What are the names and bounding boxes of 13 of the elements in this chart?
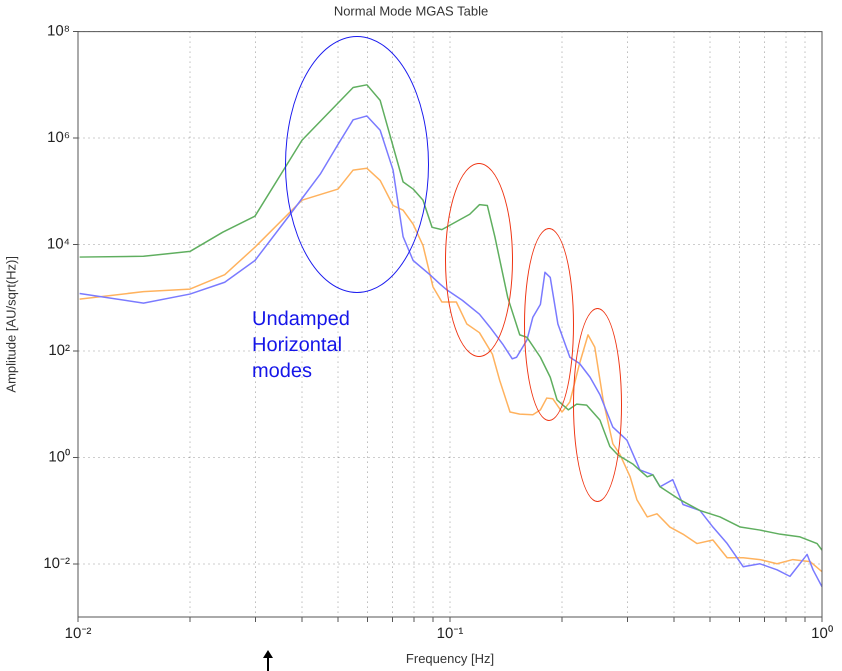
y-tick-label: 10⁶ <box>47 129 70 146</box>
x-axis-title: Frequency [Hz] <box>406 650 494 666</box>
chart-title: Normal Mode MGAS Table <box>334 3 488 18</box>
x-tick-label: 10⁻¹ <box>436 625 464 642</box>
y-tick-label: 10⁰ <box>48 448 70 466</box>
y-tick-label: 10⁴ <box>46 236 70 253</box>
y-tick-label: 10² <box>48 342 70 360</box>
y-tick-label: 10⁻² <box>43 554 70 572</box>
x-tick-label: 10⁻² <box>64 625 92 642</box>
annotation: Undamped Horizontal modes <box>252 307 351 384</box>
y-axis-title: Amplitude [AU/sqrt(Hz)] <box>3 256 18 393</box>
x-tick-label: 10⁰ <box>811 625 833 642</box>
y-tick-label: 10⁸ <box>46 22 70 40</box>
